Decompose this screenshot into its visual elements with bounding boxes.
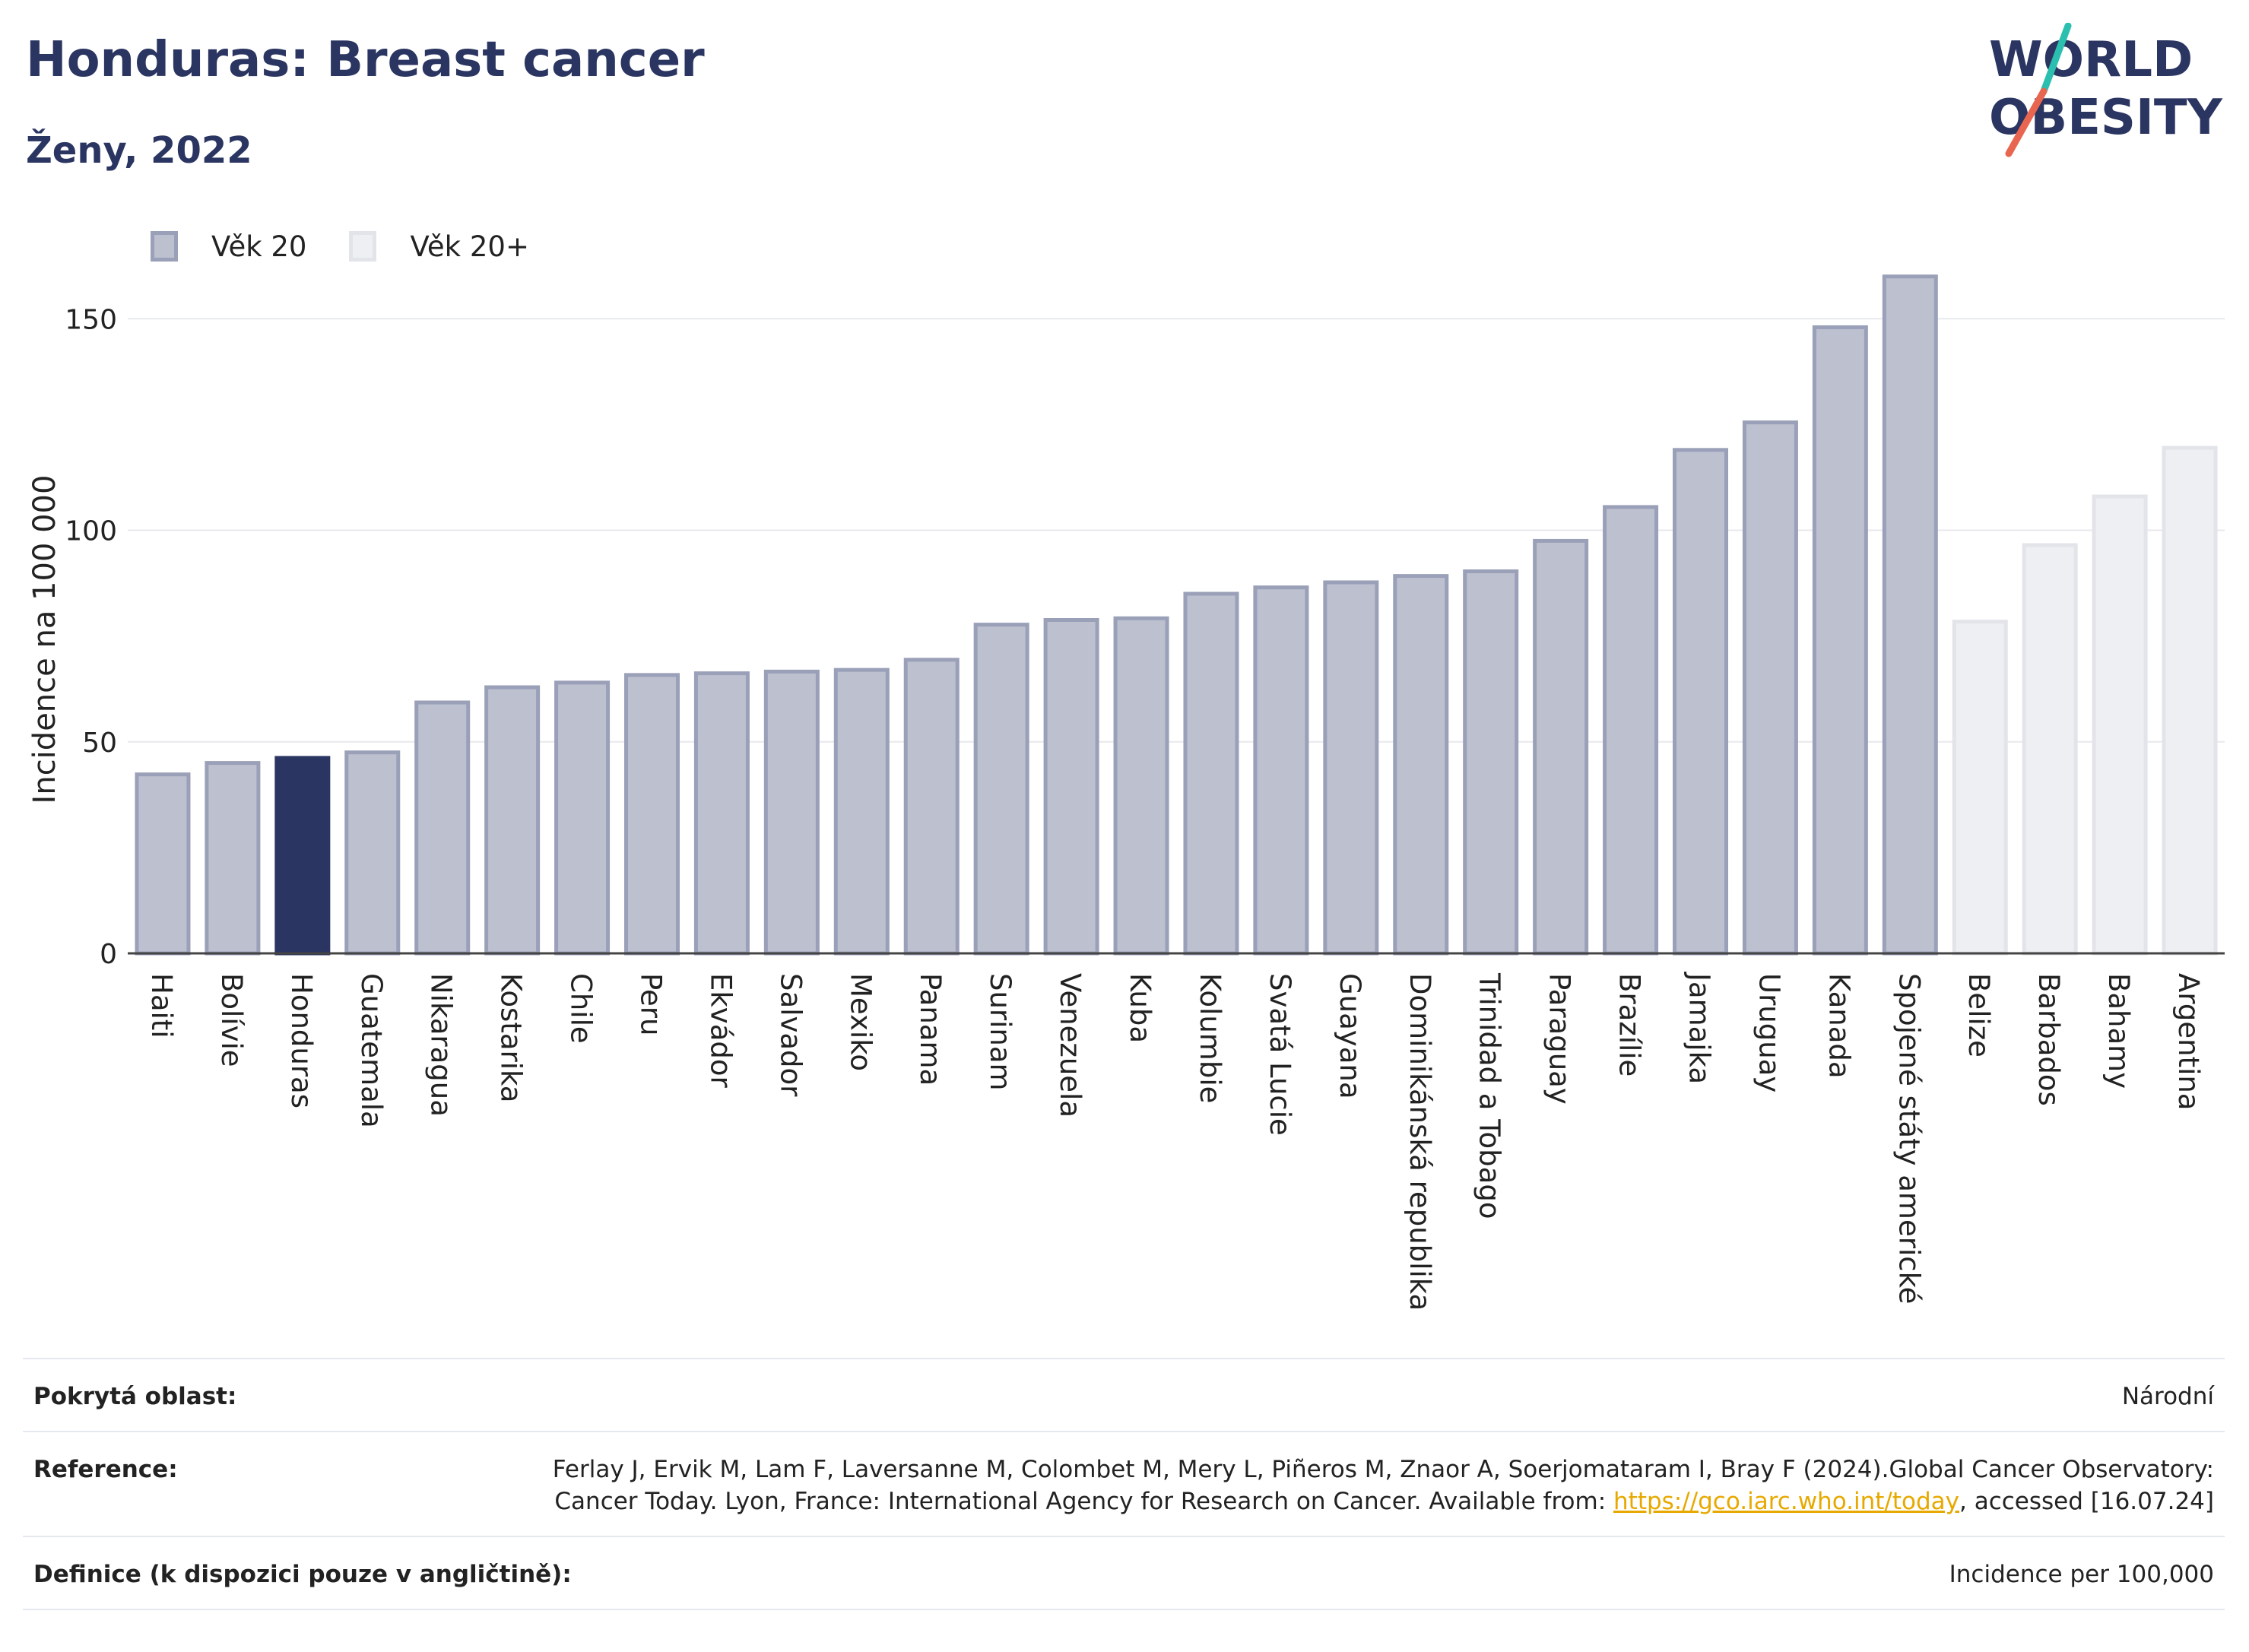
- x-tick-label: Bolívie: [215, 973, 248, 1067]
- definition-label: Definice (k dispozici pouze v angličtině…: [33, 1561, 572, 1588]
- x-tick-label: Jamajka: [1683, 972, 1716, 1084]
- x-tick-label: Peru: [635, 973, 668, 1035]
- bar: [135, 772, 191, 956]
- x-tick-label: Haiti: [145, 973, 178, 1038]
- bar: [414, 700, 471, 956]
- chart-title: Honduras: Breast cancer: [26, 32, 705, 88]
- bar: [484, 685, 541, 956]
- x-tick-label: Surinam: [984, 973, 1017, 1091]
- x-tick-label: Nikaragua: [425, 973, 458, 1117]
- legend-item-age20plus[interactable]: Věk 20+: [349, 230, 529, 263]
- x-tick-label: Kanada: [1822, 973, 1855, 1079]
- y-tick-label: 150: [65, 304, 117, 335]
- x-tick-label: Panama: [914, 973, 947, 1086]
- logo-accent-coral: [2005, 87, 2048, 157]
- y-tick-label: 0: [100, 939, 117, 970]
- x-tick-label: Uruguay: [1753, 973, 1785, 1092]
- logo-accent-teal: [2040, 23, 2072, 95]
- bar: [1533, 538, 1589, 956]
- reference-suffix: , accessed [16.07.24]: [1959, 1488, 2214, 1515]
- x-tick-label: Guayana: [1334, 973, 1366, 1099]
- bar: [1253, 585, 1309, 956]
- bar: [1463, 569, 1519, 956]
- legend-swatch-age20plus: [349, 231, 377, 262]
- y-axis-title: Incidence na 100 000: [27, 475, 62, 804]
- legend-label-age20: Věk 20: [211, 230, 307, 263]
- logo-line1: WORLD: [1989, 32, 2193, 88]
- bar: [1742, 420, 1798, 956]
- meta-row-coverage: Pokrytá oblast: Národní: [23, 1358, 2225, 1431]
- x-tick-label: Venezuela: [1054, 973, 1086, 1118]
- x-tick-label: Bahamy: [2102, 973, 2135, 1089]
- bar: [1393, 574, 1449, 956]
- bar: [1113, 616, 1169, 956]
- bar: [1952, 620, 2008, 956]
- x-tick-label: Kuba: [1124, 973, 1156, 1043]
- coverage-label: Pokrytá oblast:: [33, 1383, 237, 1410]
- bar: [554, 680, 611, 956]
- bar: [1043, 618, 1099, 956]
- x-tick-label: Barbados: [2032, 973, 2065, 1106]
- definition-value: Incidence per 100,000: [1949, 1561, 2214, 1588]
- reference-label: Reference:: [33, 1456, 178, 1483]
- x-tick-label: Brazílie: [1613, 973, 1646, 1076]
- x-tick-label: Salvador: [774, 973, 807, 1097]
- bar: [1323, 580, 1379, 956]
- meta-row-definition: Definice (k dispozici pouze v angličtině…: [23, 1536, 2225, 1610]
- x-tick-label: Svatá Lucie: [1264, 973, 1296, 1136]
- bar: [833, 667, 890, 956]
- reference-value: Ferlay J, Ervik M, Lam F, Laversanne M, …: [465, 1454, 2214, 1517]
- x-tick-label: Argentina: [2172, 973, 2205, 1110]
- meta-row-reference: Reference: Ferlay J, Ervik M, Lam F, Lav…: [23, 1431, 2225, 1536]
- bar: [1603, 505, 1659, 956]
- bar: [1882, 274, 1938, 956]
- x-tick-label: Mexiko: [844, 973, 877, 1071]
- x-tick-label: Trinidad a Tobago: [1473, 972, 1506, 1219]
- x-tick-label: Kostarika: [495, 973, 528, 1102]
- chart-subtitle: Ženy, 2022: [26, 129, 252, 172]
- x-tick-label: Guatemala: [355, 973, 388, 1128]
- legend-item-age20[interactable]: Věk 20: [151, 230, 306, 263]
- world-obesity-logo: WORLD OBESITY: [1989, 23, 2222, 157]
- bar: [1673, 448, 1728, 956]
- coverage-value: Národní: [2121, 1383, 2214, 1410]
- x-tick-label: Belize: [1962, 973, 1995, 1057]
- bar: [1183, 591, 1239, 956]
- chart-legend: Věk 20 Věk 20+: [151, 227, 572, 266]
- metadata-table: Pokrytá oblast: Národní Reference: Ferla…: [23, 1358, 2225, 1610]
- bar-chart: 0 50 100 150 Incidence na 100 000 Haiti Bolívi…: [27, 274, 2225, 1311]
- bar: [624, 673, 680, 956]
- reference-text: Ferlay J, Ervik M, Lam F, Laversanne M, …: [552, 1456, 2214, 1515]
- bar: [274, 756, 331, 956]
- x-tick-label: Ekvádor: [704, 973, 737, 1088]
- bar: [1812, 325, 1868, 956]
- bar: [205, 761, 261, 956]
- bar: [763, 669, 820, 956]
- x-tick-label: Kolumbie: [1194, 973, 1226, 1103]
- x-tick-label: Dominikánská republika: [1404, 973, 1436, 1311]
- x-tick-label: Chile: [565, 973, 598, 1044]
- x-tick-label: Paraguay: [1543, 973, 1576, 1105]
- y-tick-label: 100: [65, 516, 117, 547]
- legend-label-age20plus: Věk 20+: [410, 230, 529, 263]
- bar: [2092, 494, 2148, 956]
- bar: [973, 623, 1029, 956]
- bar: [903, 658, 960, 956]
- x-tick-label: Spojené státy americké: [1892, 973, 1925, 1304]
- y-tick-label: 50: [82, 728, 117, 759]
- bar: [2022, 543, 2078, 956]
- x-tick-label: Honduras: [285, 973, 318, 1108]
- legend-swatch-age20: [151, 231, 178, 262]
- bar: [693, 671, 750, 956]
- reference-link[interactable]: https://gco.iarc.who.int/today: [1613, 1488, 1959, 1515]
- bar: [2162, 446, 2218, 956]
- bar: [344, 750, 401, 956]
